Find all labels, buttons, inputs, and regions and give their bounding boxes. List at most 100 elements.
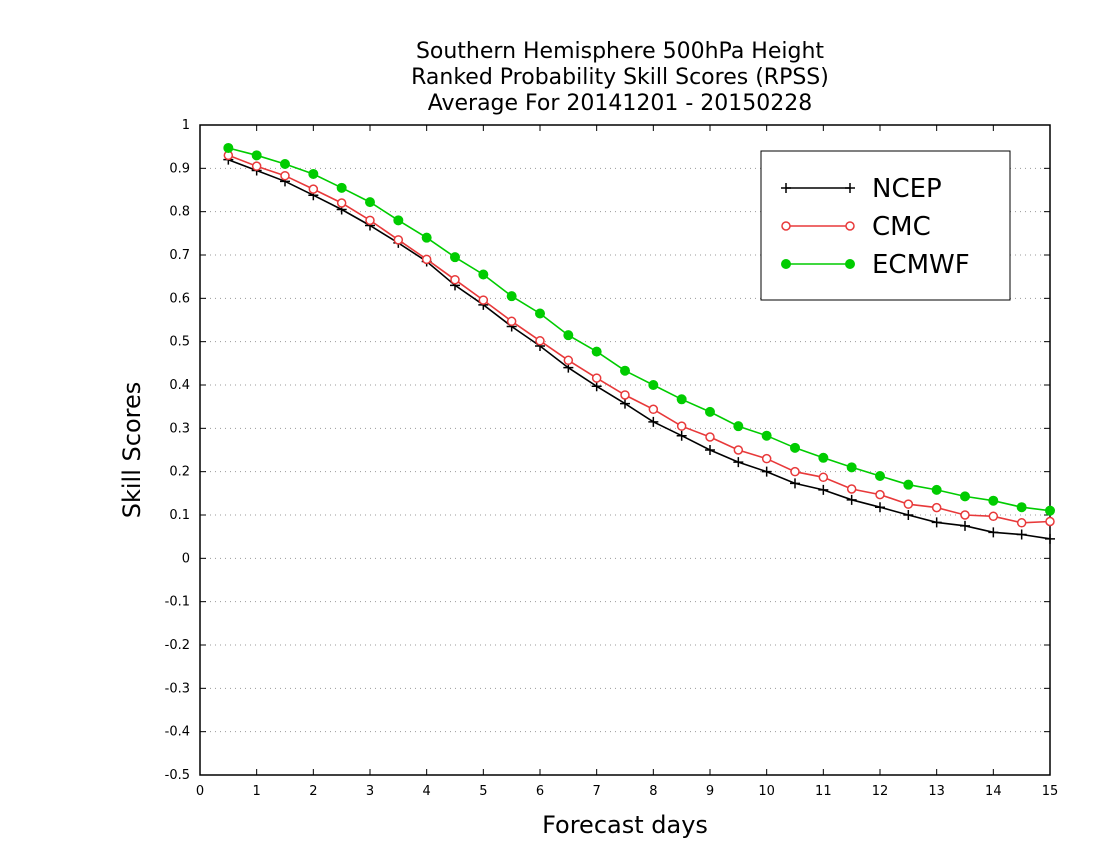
data-point-cmc <box>563 355 574 366</box>
data-point-ecmwf <box>393 215 404 226</box>
data-point-cmc <box>336 198 347 208</box>
data-point-cmc <box>960 510 970 520</box>
x-tick-label: 1 <box>253 784 261 799</box>
data-point-cmc <box>903 499 914 509</box>
data-point-ecmwf <box>818 452 829 463</box>
data-point-ncep <box>705 445 715 455</box>
legend-entry-ecmwf: ECMWF <box>781 250 970 280</box>
data-point-ecmwf <box>705 406 715 417</box>
data-point-ecmwf <box>733 421 744 432</box>
data-point-ncep <box>846 494 857 505</box>
data-point-ecmwf <box>931 484 942 495</box>
data-point-cmc <box>818 472 829 483</box>
x-tick-label: 6 <box>536 784 544 799</box>
legend-label-ecmwf: ECMWF <box>872 250 970 280</box>
x-axis-title: Forecast days <box>542 811 708 839</box>
data-point-cmc <box>676 421 687 431</box>
title-line-3: Average For 20141201 - 20150228 <box>428 91 813 116</box>
y-tick-label: 0.5 <box>169 335 190 350</box>
axes: -0.5 -0.4 -0.3 -0.2 -0.1 0 0.1 0.2 0.3 0.4 0.5 0.6 0… <box>165 118 1059 799</box>
data-point-ncep <box>676 430 687 441</box>
data-point-cmc <box>1045 516 1055 527</box>
legend-label-cmc: CMC <box>872 212 931 242</box>
series-ecmwf <box>223 142 1055 516</box>
data-point-ecmwf <box>620 365 630 376</box>
x-tick-label: 5 <box>479 784 487 799</box>
title-line-2: Ranked Probability Skill Scores (RPSS) <box>411 65 829 90</box>
data-point-ecmwf <box>846 462 857 473</box>
x-tick-label: 15 <box>1042 784 1059 799</box>
y-tick-label: 0.9 <box>169 161 190 176</box>
x-tick-label: 0 <box>196 784 204 799</box>
data-point-cmc <box>1016 518 1027 528</box>
data-point-ecmwf <box>676 394 687 405</box>
data-point-cmc <box>988 511 999 522</box>
data-point-ecmwf <box>308 168 319 179</box>
data-point-cmc <box>308 184 319 194</box>
data-point-ecmwf <box>903 479 914 490</box>
data-point-cmc <box>506 316 517 327</box>
y-tick-label: 0.2 <box>169 465 190 480</box>
x-tick-label: 14 <box>985 784 1002 799</box>
series-line-ncep <box>228 158 1051 540</box>
data-point-ncep <box>591 381 602 392</box>
data-point-ncep <box>790 478 800 489</box>
data-point-ncep <box>818 484 829 495</box>
y-tick-label: 0 <box>182 551 190 566</box>
grid-lines <box>200 167 1050 733</box>
x-tick-label: 7 <box>593 784 601 799</box>
x-tick-label: 10 <box>758 784 775 799</box>
data-point-ecmwf <box>280 159 290 169</box>
chart-title: Southern Hemisphere 500hPa Height Ranked… <box>411 39 829 116</box>
data-point-cmc <box>648 404 659 415</box>
y-tick-label: -0.4 <box>165 725 190 740</box>
legend-entry-ncep: NCEP <box>781 174 942 204</box>
data-point-cmc <box>790 466 800 477</box>
data-point-cmc <box>620 390 630 400</box>
data-point-ncep <box>1045 533 1055 544</box>
data-series <box>223 142 1055 544</box>
data-point-ecmwf <box>1016 502 1027 513</box>
x-tick-label: 13 <box>928 784 945 799</box>
y-tick-label: 0.1 <box>169 508 190 523</box>
legend-marker-ecmwf <box>845 259 855 269</box>
data-point-cmc <box>931 502 942 513</box>
plot-frame <box>199 124 1051 776</box>
title-line-1: Southern Hemisphere 500hPa Height <box>416 39 824 64</box>
data-point-cmc <box>280 170 290 181</box>
data-point-ecmwf <box>960 491 970 502</box>
x-tick-label: 9 <box>706 784 714 799</box>
data-point-ncep <box>733 457 744 468</box>
data-point-cmc <box>761 453 772 464</box>
y-tick-label: -0.5 <box>165 768 190 783</box>
data-point-ncep <box>960 520 970 531</box>
y-tick-label: 0.4 <box>169 378 190 393</box>
x-tick-label: 4 <box>423 784 431 799</box>
data-point-ecmwf <box>336 182 347 193</box>
data-point-ncep <box>875 502 885 513</box>
data-point-cmc <box>421 254 432 265</box>
data-point-ncep <box>648 416 659 427</box>
data-point-cmc <box>393 235 404 245</box>
legend-marker-ncep <box>845 183 855 193</box>
data-point-cmc <box>846 484 857 494</box>
y-tick-label: -0.1 <box>165 595 190 610</box>
data-point-ecmwf <box>365 197 375 208</box>
data-point-ecmwf <box>591 346 602 357</box>
x-tick-label: 2 <box>309 784 317 799</box>
y-tick-label: -0.2 <box>165 638 190 653</box>
legend-marker-cmc <box>781 221 791 231</box>
data-point-ecmwf <box>223 142 234 153</box>
data-point-ecmwf <box>478 269 489 280</box>
data-point-ecmwf <box>251 150 262 161</box>
data-point-ecmwf <box>875 471 885 481</box>
data-point-ecmwf <box>988 495 999 506</box>
legend-marker-cmc <box>845 221 855 231</box>
y-axis-title: Skill Scores <box>118 382 146 519</box>
data-point-ncep <box>988 527 999 538</box>
data-point-ncep <box>620 398 630 409</box>
data-point-cmc <box>251 161 262 171</box>
data-point-cmc <box>450 274 460 285</box>
data-point-ncep <box>903 510 914 520</box>
